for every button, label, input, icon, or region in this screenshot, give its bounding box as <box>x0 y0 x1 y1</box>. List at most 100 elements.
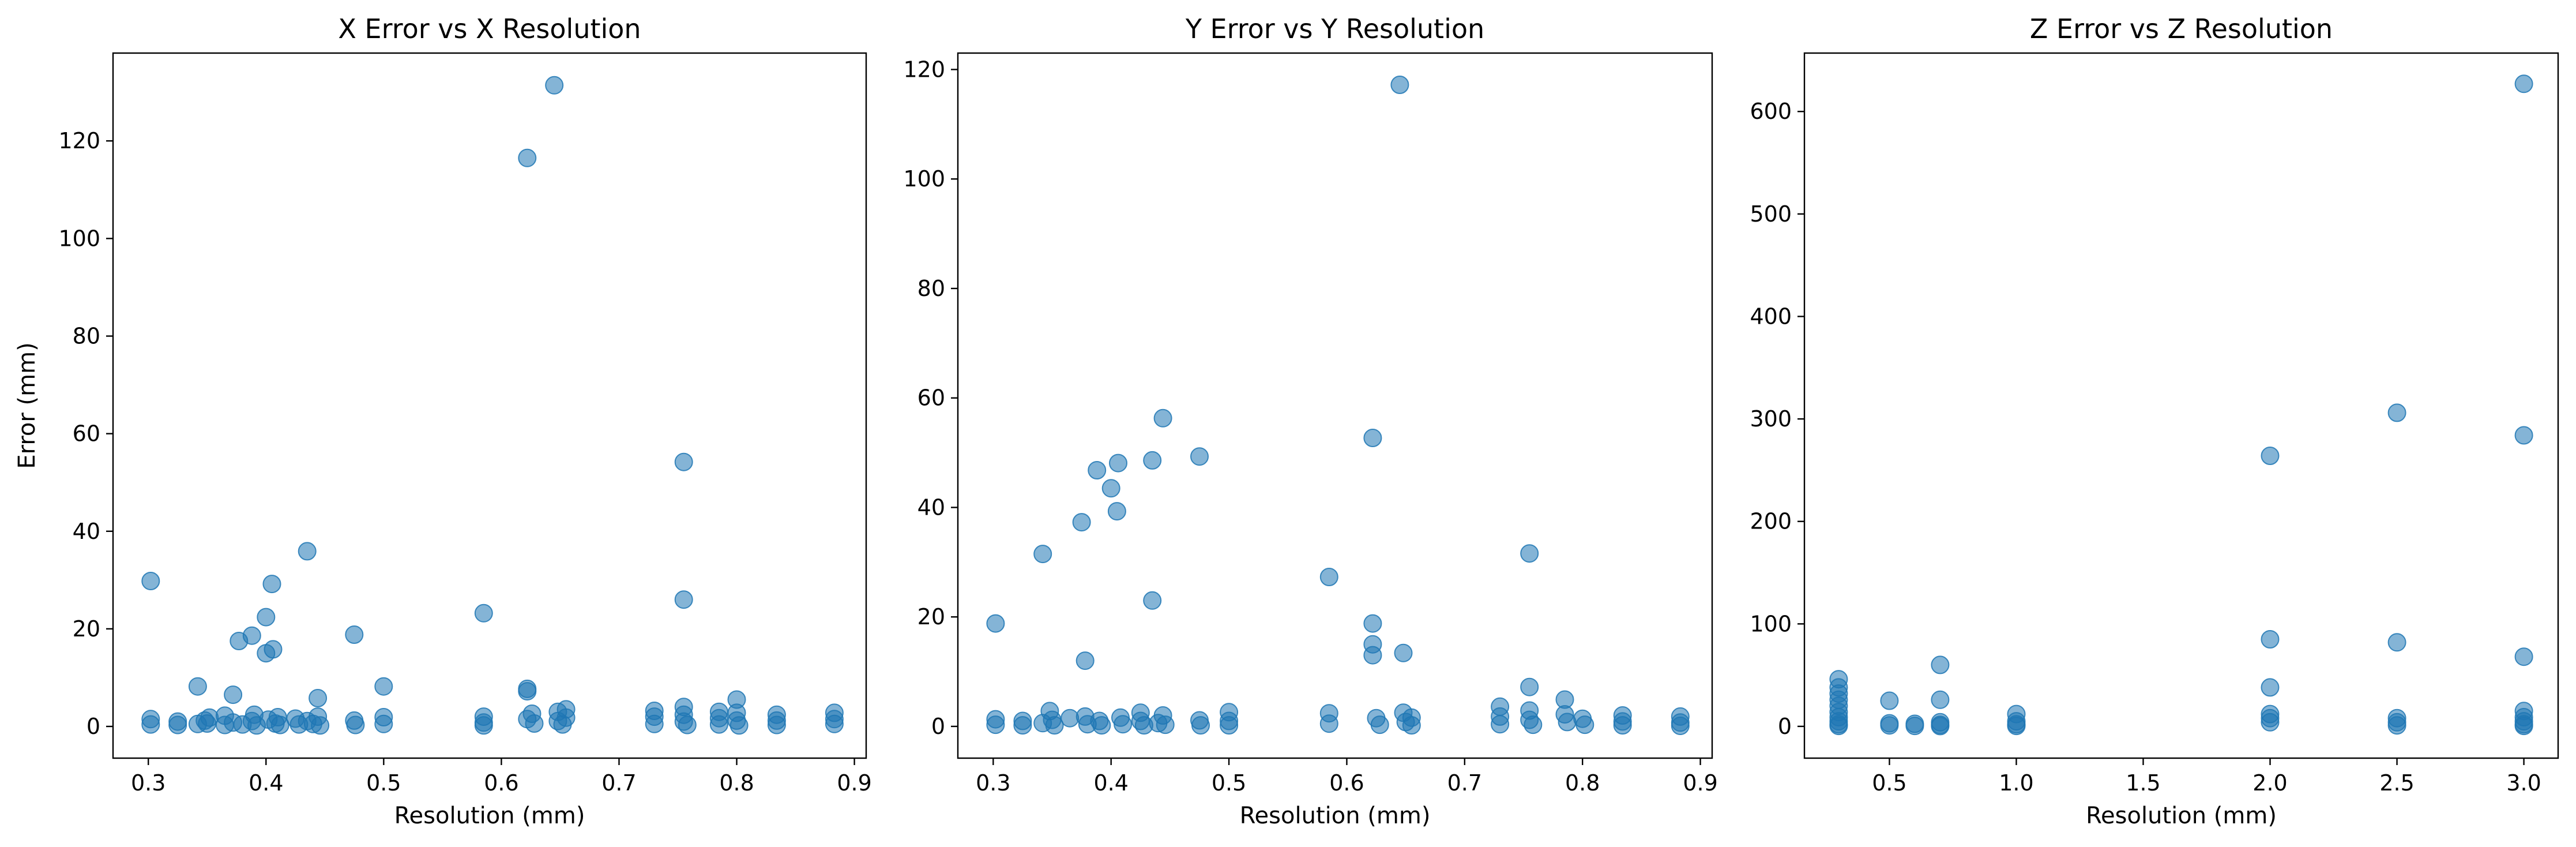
y-tick-label: 120 <box>903 57 945 82</box>
y-axis-label: Error (mm) <box>14 342 40 469</box>
y-tick-label: 0 <box>931 714 945 739</box>
data-point <box>1402 716 1421 735</box>
data-point <box>1153 408 1172 428</box>
data-point <box>311 716 330 735</box>
x-tick-label: 0.4 <box>1093 770 1128 796</box>
data-point <box>298 542 317 561</box>
data-point <box>1156 715 1175 734</box>
data-point <box>374 677 393 696</box>
y-tick-label: 100 <box>1750 611 1792 636</box>
data-point <box>986 614 1005 633</box>
y-tick-label: 0 <box>1778 714 1792 739</box>
y-tick-label: 100 <box>58 226 100 251</box>
x-tick-label: 0.9 <box>837 770 871 796</box>
points-group <box>141 76 844 735</box>
data-point <box>1088 461 1107 479</box>
data-point <box>141 715 160 734</box>
data-point <box>474 604 493 623</box>
y-tick-label: 500 <box>1750 201 1792 227</box>
data-point <box>645 714 664 733</box>
data-point <box>309 689 328 707</box>
y-tick-label: 100 <box>903 166 945 192</box>
y-tick-label: 80 <box>73 323 100 348</box>
data-point <box>678 715 697 734</box>
y-tick-label: 600 <box>1750 99 1792 124</box>
data-point <box>674 590 693 609</box>
data-point <box>556 708 576 727</box>
y-tick-label: 40 <box>73 519 100 544</box>
x-axis-label: Resolution (mm) <box>394 803 585 829</box>
x-tick-label: 2.5 <box>2379 770 2414 796</box>
data-point <box>2007 717 2026 736</box>
points-group <box>986 76 1690 735</box>
y-tick-label: 60 <box>73 421 100 447</box>
data-point <box>1931 717 1950 736</box>
x-tick-label: 2.0 <box>2252 770 2287 796</box>
data-point <box>674 452 693 471</box>
y-tick-label: 400 <box>1750 303 1792 329</box>
y-tick-label: 40 <box>917 494 945 520</box>
y-tick-label: 300 <box>1750 406 1792 432</box>
x-tick-label: 0.8 <box>719 770 754 796</box>
data-point <box>1394 643 1413 662</box>
data-point <box>2387 403 2406 422</box>
data-point <box>270 715 289 734</box>
x-tick-label: 3.0 <box>2506 770 2541 796</box>
data-point <box>474 716 493 735</box>
data-point <box>525 714 544 733</box>
data-point <box>1524 715 1543 734</box>
data-point <box>545 76 564 95</box>
data-point <box>1109 454 1127 473</box>
data-point <box>1114 715 1133 734</box>
data-point <box>2514 717 2533 736</box>
data-point <box>1558 713 1577 732</box>
data-point <box>1520 544 1539 563</box>
x-tick-label: 0.8 <box>1565 770 1600 796</box>
data-point <box>2514 426 2533 445</box>
data-point <box>709 715 728 734</box>
data-point <box>986 715 1005 734</box>
data-point <box>1880 691 1899 710</box>
data-point <box>264 640 283 659</box>
y-tick-label: 80 <box>917 276 945 301</box>
y-tick-label: 60 <box>917 385 945 411</box>
axes-frame <box>112 52 867 759</box>
data-point <box>1931 655 1950 674</box>
data-point <box>242 626 261 645</box>
data-point <box>767 715 786 734</box>
data-point <box>224 685 243 704</box>
x-tick-label: 0.6 <box>484 770 518 796</box>
data-point <box>1363 614 1382 633</box>
data-point <box>1072 513 1091 532</box>
data-point <box>1905 717 1924 736</box>
data-point <box>345 625 364 644</box>
data-point <box>1143 591 1162 610</box>
data-point <box>1319 714 1338 733</box>
x-tick-label: 0.6 <box>1329 770 1364 796</box>
data-point <box>2387 716 2406 735</box>
data-point <box>1363 429 1382 447</box>
data-point <box>1575 715 1595 734</box>
x-tick-label: 0.5 <box>1872 770 1906 796</box>
data-point <box>200 708 219 727</box>
x-tick-label: 1.0 <box>1999 770 2033 796</box>
data-point <box>2514 647 2533 666</box>
chart-title: Z Error vs Z Resolution <box>2030 13 2333 44</box>
y-tick-label: 120 <box>58 128 100 153</box>
x-tick-label: 0.3 <box>976 770 1010 796</box>
data-point <box>141 572 160 590</box>
x-tick-label: 0.7 <box>1447 770 1482 796</box>
chart-title: X Error vs X Resolution <box>338 13 641 44</box>
y-tick-label: 20 <box>73 616 100 642</box>
data-point <box>2514 74 2533 93</box>
data-point <box>168 715 187 734</box>
y-tick-label: 0 <box>87 714 100 739</box>
data-point <box>1363 646 1382 665</box>
data-point <box>1075 651 1095 670</box>
data-point <box>825 714 844 733</box>
data-point <box>1520 677 1539 696</box>
subplot-1: 0.3 0.4 0.5 0.6 0.7 0.8 0.9 0 20 40 60 80 100 120 X Er… <box>14 13 872 829</box>
data-point <box>1033 545 1052 564</box>
data-point <box>1107 502 1126 521</box>
